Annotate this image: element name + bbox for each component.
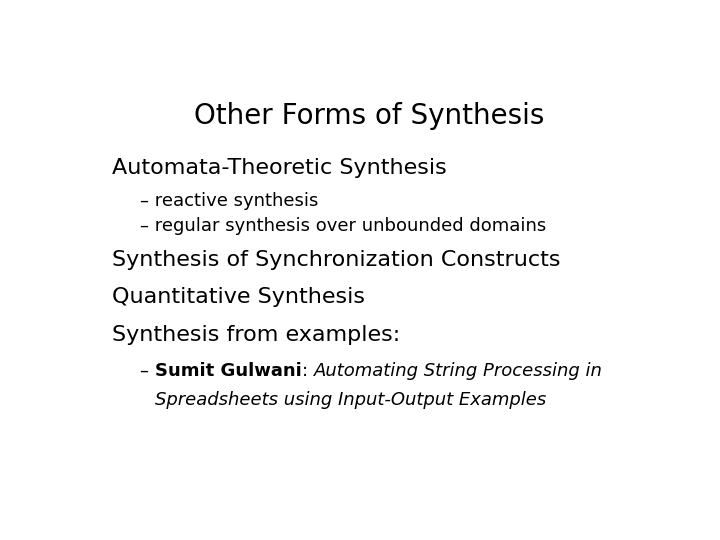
Text: Automata-Theoretic Synthesis: Automata-Theoretic Synthesis (112, 158, 447, 178)
Text: – regular synthesis over unbounded domains: – regular synthesis over unbounded domai… (140, 217, 546, 234)
Text: Other Forms of Synthesis: Other Forms of Synthesis (194, 102, 544, 130)
Text: Automating String Processing in: Automating String Processing in (314, 362, 603, 380)
Text: :: : (302, 362, 314, 380)
Text: –: – (140, 362, 155, 380)
Text: Synthesis of Synchronization Constructs: Synthesis of Synchronization Constructs (112, 250, 561, 270)
Text: Quantitative Synthesis: Quantitative Synthesis (112, 287, 365, 307)
Text: Sumit Gulwani: Sumit Gulwani (155, 362, 302, 380)
Text: Spreadsheets using Input-Output Examples: Spreadsheets using Input-Output Examples (155, 391, 546, 409)
Text: Synthesis from examples:: Synthesis from examples: (112, 325, 400, 345)
Text: – reactive synthesis: – reactive synthesis (140, 192, 318, 210)
